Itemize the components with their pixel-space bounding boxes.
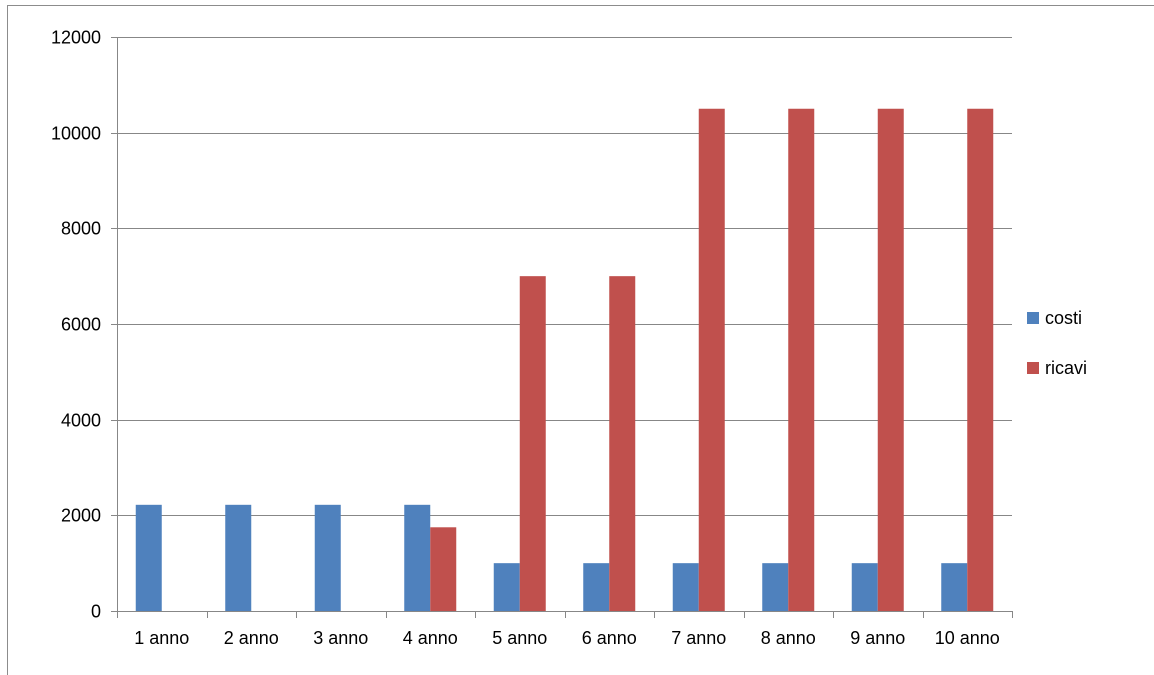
y-tick-label: 12000 [51, 28, 101, 48]
legend-swatch-costi [1027, 312, 1039, 324]
y-tick-label: 8000 [61, 219, 101, 239]
x-tick-label: 8 anno [761, 628, 816, 648]
bar-costi [135, 504, 162, 611]
bar-costi [493, 563, 520, 611]
bar-costi [941, 563, 968, 611]
bar-ricavi [698, 108, 725, 611]
bar-costi [762, 563, 789, 611]
bar-costi [672, 563, 699, 611]
x-tick-label: 6 anno [582, 628, 637, 648]
x-tick-label: 9 anno [850, 628, 905, 648]
bar-ricavi [788, 108, 815, 611]
bar-costi [851, 563, 878, 611]
bar-ricavi [967, 108, 994, 611]
bar-ricavi [519, 276, 546, 611]
x-tick-label: 3 anno [313, 628, 368, 648]
bar-costi [225, 504, 252, 611]
legend-label-costi: costi [1045, 308, 1082, 328]
legend-swatch-ricavi [1027, 362, 1039, 374]
legend: costi ricavi [1027, 308, 1087, 378]
bar-costi [314, 504, 341, 611]
x-tick-label: 5 anno [492, 628, 547, 648]
legend-label-ricavi: ricavi [1045, 358, 1087, 378]
y-tick-label: 2000 [61, 506, 101, 526]
x-tick-label: 10 anno [935, 628, 1000, 648]
y-tick-label: 4000 [61, 411, 101, 431]
x-tick-label: 2 anno [224, 628, 279, 648]
gridlines [117, 37, 1012, 516]
bar-ricavi [609, 276, 636, 611]
chart-frame [7, 5, 1154, 675]
bar-costi [583, 563, 610, 611]
y-tick-label: 0 [91, 602, 101, 622]
x-tick-label: 1 anno [134, 628, 189, 648]
bars [135, 108, 994, 611]
y-tick-label: 10000 [51, 124, 101, 144]
bar-costi [404, 504, 431, 611]
x-tick-label: 7 anno [671, 628, 726, 648]
y-tick-label: 6000 [61, 315, 101, 335]
x-tick-label: 4 anno [403, 628, 458, 648]
bar-ricavi [430, 527, 457, 611]
axes: 0 2000 4000 6000 8000 10000 12000 1 anno 2 anno 3… [51, 28, 1013, 648]
bar-ricavi [877, 108, 904, 611]
